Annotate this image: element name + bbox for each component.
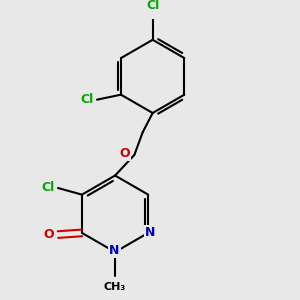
Text: Cl: Cl [41, 182, 55, 194]
Text: CH₃: CH₃ [104, 282, 126, 292]
Text: Cl: Cl [146, 0, 159, 12]
Text: Cl: Cl [80, 93, 94, 106]
Text: N: N [145, 226, 155, 239]
Text: N: N [109, 244, 120, 256]
Text: O: O [44, 228, 54, 241]
Text: O: O [120, 147, 130, 160]
